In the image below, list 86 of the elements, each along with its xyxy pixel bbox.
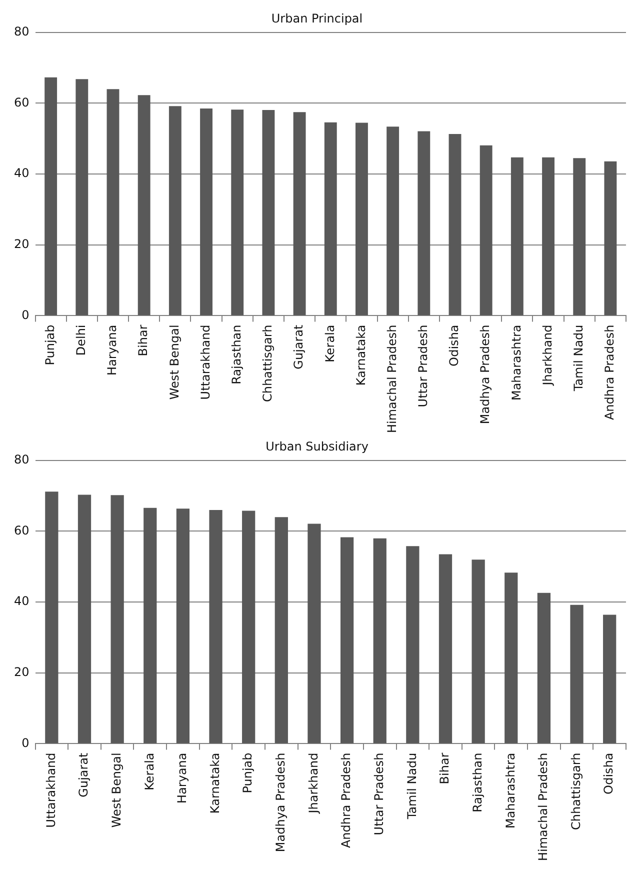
x-tick-label: Delhi <box>74 324 88 356</box>
x-tick-label: Uttarakhand <box>198 324 212 400</box>
x-tick-label: Kerala <box>322 324 337 362</box>
bar <box>472 560 485 744</box>
bar <box>262 110 275 316</box>
bar <box>242 510 256 744</box>
x-tick-label: Maharashtra <box>509 324 524 401</box>
x-tick-label: Himachal Pradesh <box>536 752 550 862</box>
bar <box>418 131 430 316</box>
bar <box>274 517 288 744</box>
x-tick-label: Bihar <box>136 324 150 356</box>
x-tick-label: Tamil Nadu <box>404 752 419 820</box>
y-tick-label: 80 <box>14 24 30 39</box>
y-tick-label: 60 <box>14 523 30 538</box>
bar <box>110 495 124 744</box>
bar <box>373 538 386 744</box>
bar <box>209 510 222 744</box>
x-tick-label: Punjab <box>42 324 57 366</box>
x-tick-label: Uttar Pradesh <box>416 324 430 408</box>
bar <box>570 604 584 744</box>
bar <box>510 157 524 316</box>
bar <box>293 112 306 316</box>
x-tick-label: Chhattisgarh <box>260 324 275 402</box>
x-tick-label: Andhra Pradesh <box>602 324 617 420</box>
bar <box>168 106 182 316</box>
x-tick-label: Rajasthan <box>229 324 244 384</box>
bar <box>106 89 120 316</box>
x-tick-label: Chhattisgarh <box>568 752 583 830</box>
x-tick-label: Punjab <box>240 752 255 794</box>
x-tick-label: Odisha <box>602 752 616 794</box>
y-tick-label: 40 <box>14 594 30 608</box>
bar <box>406 546 420 744</box>
x-tick-label: Odisha <box>447 324 462 366</box>
x-tick-label: Kerala <box>142 752 156 790</box>
bar <box>537 592 551 744</box>
bar <box>603 614 616 744</box>
x-tick-label: Gujarat <box>292 324 306 370</box>
x-tick-label: Madhya Pradesh <box>478 324 492 424</box>
bar <box>324 122 337 316</box>
bar <box>438 554 452 744</box>
bar <box>573 158 586 316</box>
bar <box>45 492 58 744</box>
x-tick-label: Jharkhand <box>540 324 554 386</box>
y-tick-label: 20 <box>14 665 30 680</box>
bar <box>308 524 321 744</box>
bar <box>44 77 58 316</box>
x-tick-label: Madhya Pradesh <box>274 752 288 852</box>
x-tick-label: Maharashtra <box>503 752 518 829</box>
x-tick-label: Haryana <box>105 324 120 376</box>
bar <box>138 95 150 316</box>
x-tick-label: Haryana <box>175 752 190 804</box>
y-tick-label: 40 <box>14 166 30 180</box>
bar <box>604 161 617 316</box>
x-tick-label: Uttar Pradesh <box>372 752 386 836</box>
x-tick-label: West Bengal <box>167 324 182 400</box>
chart-title: Urban Subsidiary <box>266 439 368 454</box>
bar <box>542 157 554 316</box>
x-tick-label: Himachal Pradesh <box>384 324 399 434</box>
chart-title: Urban Principal <box>271 11 363 26</box>
x-tick-label: Tamil Nadu <box>571 324 586 392</box>
x-tick-label: Bihar <box>438 752 452 784</box>
bar <box>144 508 157 744</box>
bar <box>176 508 190 744</box>
x-tick-label: West Bengal <box>109 752 124 828</box>
bar <box>231 110 244 316</box>
y-tick-label: 0 <box>22 308 30 322</box>
x-tick-label: Andhra Pradesh <box>339 752 354 848</box>
x-tick-label: Karnataka <box>208 752 222 814</box>
bar <box>356 122 368 316</box>
x-tick-label: Karnataka <box>354 324 368 386</box>
y-tick-label: 20 <box>14 237 30 252</box>
x-tick-label: Gujarat <box>76 752 91 798</box>
bar <box>78 494 92 744</box>
bar <box>340 537 354 744</box>
x-tick-label: Rajasthan <box>470 752 484 812</box>
y-tick-label: 80 <box>14 452 30 467</box>
bar <box>480 145 492 316</box>
bar <box>200 108 212 316</box>
bar <box>386 126 400 316</box>
bar <box>448 134 462 316</box>
y-tick-label: 0 <box>22 736 30 750</box>
y-tick-label: 60 <box>14 95 30 110</box>
bar <box>504 572 518 744</box>
x-tick-label: Jharkhand <box>306 752 320 814</box>
x-tick-label: Uttarakhand <box>44 752 58 828</box>
bar <box>76 79 88 316</box>
